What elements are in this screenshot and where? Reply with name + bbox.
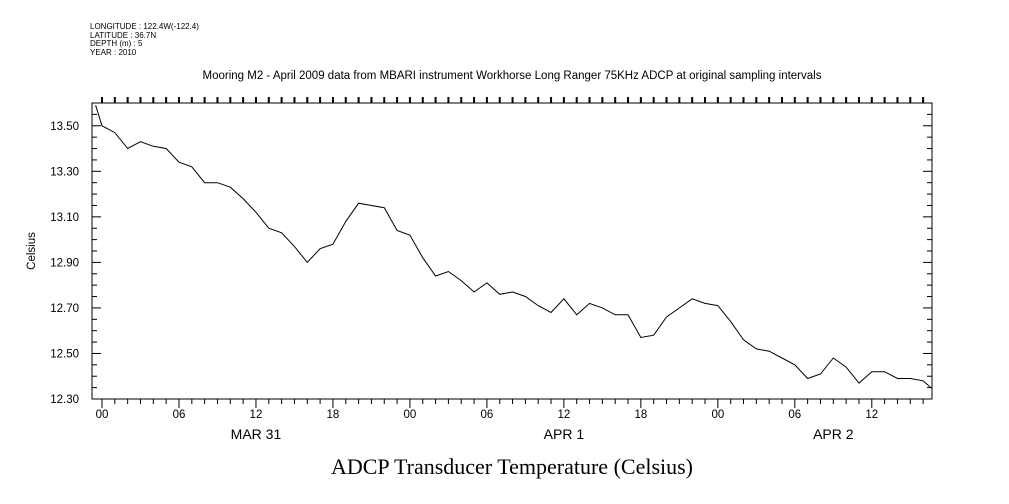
date-labels: MAR 31 APR 1 APR 2	[231, 426, 854, 442]
x-tick-label: 12	[250, 409, 263, 421]
date-label: APR 2	[813, 426, 854, 442]
longitude-text: LONGITUDE : 122.4W(-122.4)	[90, 22, 199, 31]
x-tick-label: 06	[788, 409, 801, 421]
x-tick-label: 00	[404, 409, 417, 421]
date-label: MAR 31	[231, 426, 282, 442]
metadata-block: LONGITUDE : 122.4W(-122.4) LATITUDE : 36…	[90, 22, 199, 57]
date-label: APR 1	[544, 426, 585, 442]
y-tick-label: 13.10	[50, 212, 79, 224]
x-tick-label: 12	[865, 409, 878, 421]
year-text: YEAR : 2010	[90, 47, 137, 57]
y-tick-label: 12.30	[50, 394, 79, 406]
y-tick-label: 12.90	[50, 257, 79, 269]
x-tick-label: 06	[173, 409, 186, 421]
y-tick-label: 12.70	[50, 303, 79, 315]
y-tick-label: 13.30	[50, 166, 79, 178]
latitude-text: LATITUDE : 36.7N	[90, 30, 157, 40]
x-axis: 00 06 12 18 00 06 12 18 00 06 12	[96, 97, 925, 421]
y-tick-label: 12.50	[50, 348, 79, 360]
plot-frame	[91, 102, 933, 400]
x-tick-label: 18	[327, 409, 340, 421]
temperature-series-line	[95, 105, 932, 388]
x-tick-label: 18	[634, 409, 647, 421]
depth-text: DEPTH (m) : 5	[90, 39, 143, 49]
y-axis-label: Celsius	[26, 232, 38, 270]
chart-title: Mooring M2 - April 2009 data from MBARI …	[203, 70, 822, 82]
y-tick-label: 13.50	[50, 121, 79, 133]
y-axis: 12.30 12.50 12.70 12.90 13.10 13.30 13.50	[50, 102, 932, 406]
x-tick-label: 00	[711, 409, 724, 421]
x-tick-label: 06	[481, 409, 494, 421]
x-tick-label: 00	[96, 409, 109, 421]
chart-caption: ADCP Transducer Temperature (Celsius)	[331, 454, 693, 479]
x-tick-label: 12	[557, 409, 570, 421]
